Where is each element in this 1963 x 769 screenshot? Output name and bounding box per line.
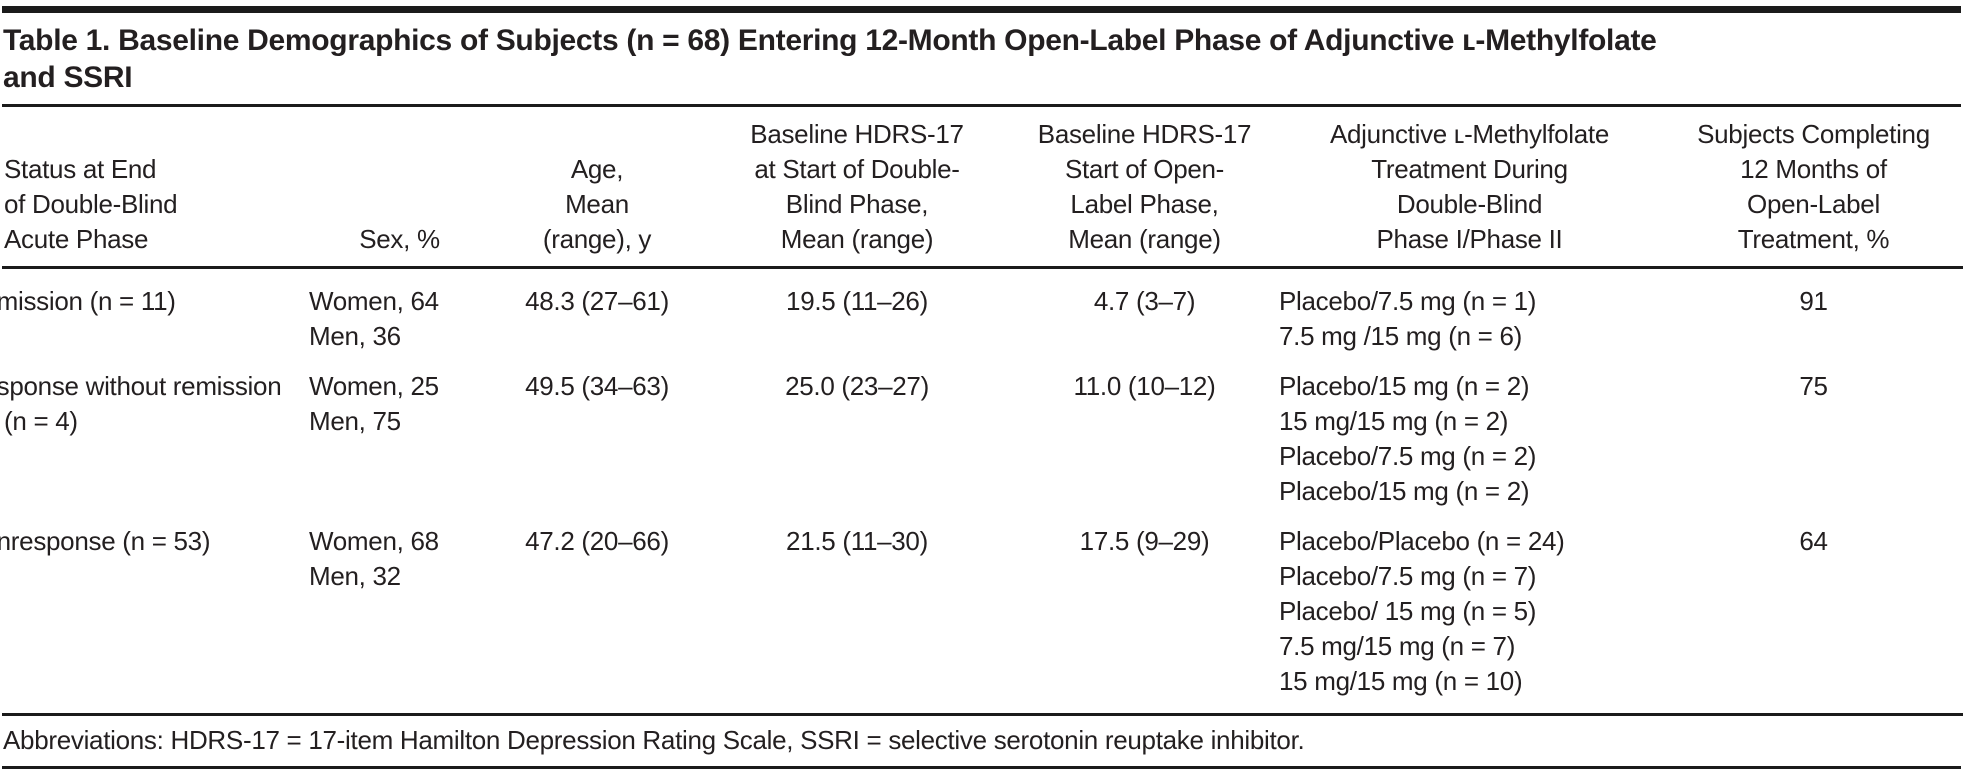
- column-header-treatment: Adjunctive ʟ-Methylfolate Treatment Duri…: [1329, 119, 1610, 254]
- cell-age: 48.3 (27–61): [525, 286, 669, 316]
- cell-hdrs-open-label: 17.5 (9–29): [1079, 526, 1210, 556]
- cell-sex: Women, 64 Men, 36: [309, 286, 439, 351]
- cell-hdrs-double-blind: 19.5 (11–26): [786, 286, 928, 316]
- table-row-nonresponse: Nonresponse (n = 53) Women, 68 Men, 32 4…: [0, 509, 1963, 715]
- title-divider-rule: [2, 104, 1961, 107]
- cell-status: Response without remission (n = 4): [0, 371, 282, 436]
- table-row-response-without-remission: Response without remission (n = 4) Women…: [0, 354, 1963, 509]
- cell-hdrs-open-label: 4.7 (3–7): [1093, 286, 1196, 316]
- cell-completing: 75: [1799, 371, 1828, 401]
- cell-status: Nonresponse (n = 53): [0, 526, 211, 556]
- cell-treatment: Placebo/Placebo (n = 24) Placebo/7.5 mg …: [1279, 526, 1565, 696]
- header-row: Status at End of Double-Blind Acute Phas…: [2, 107, 1963, 268]
- table-body: Remission (n = 11) Women, 64 Men, 36 48.…: [0, 268, 1963, 715]
- column-header-hdrs-open-label: Baseline HDRS-17 Start of Open- Label Ph…: [1037, 119, 1252, 254]
- column-header-hdrs-double-blind: Baseline HDRS-17 at Start of Double- Bli…: [750, 119, 964, 254]
- cell-sex: Women, 25 Men, 75: [309, 371, 439, 436]
- column-header-completing: Subjects Completing 12 Months of Open-La…: [1697, 119, 1930, 254]
- cell-completing: 64: [1799, 526, 1828, 556]
- column-header-sex: Sex, %: [359, 224, 440, 254]
- cell-treatment: Placebo/7.5 mg (n = 1) 7.5 mg /15 mg (n …: [1279, 286, 1537, 351]
- table-header: Status at End of Double-Blind Acute Phas…: [2, 107, 1963, 268]
- cell-status: Remission (n = 11): [0, 286, 176, 316]
- cell-hdrs-open-label: 11.0 (10–12): [1073, 371, 1216, 401]
- demographics-table: Status at End of Double-Blind Acute Phas…: [0, 107, 1963, 716]
- cell-hdrs-double-blind: 25.0 (23–27): [785, 371, 929, 401]
- cell-age: 49.5 (34–63): [525, 371, 669, 401]
- table-row-remission: Remission (n = 11) Women, 64 Men, 36 48.…: [0, 268, 1963, 355]
- table-top-bar: [2, 6, 1961, 13]
- abbreviations-footnote: Abbreviations: HDRS-17 = 17-item Hamilto…: [2, 716, 1961, 769]
- cell-hdrs-double-blind: 21.5 (11–30): [786, 526, 928, 556]
- cell-age: 47.2 (20–66): [525, 526, 669, 556]
- column-header-age: Age, Mean (range), y: [542, 154, 652, 254]
- cell-treatment: Placebo/15 mg (n = 2) 15 mg/15 mg (n = 2…: [1279, 371, 1537, 506]
- table-title: Table 1. Baseline Demographics of Subjec…: [3, 24, 1657, 94]
- column-header-status: Status at End of Double-Blind Acute Phas…: [4, 154, 178, 254]
- cell-sex: Women, 68 Men, 32: [309, 526, 439, 591]
- cell-completing: 91: [1799, 286, 1828, 316]
